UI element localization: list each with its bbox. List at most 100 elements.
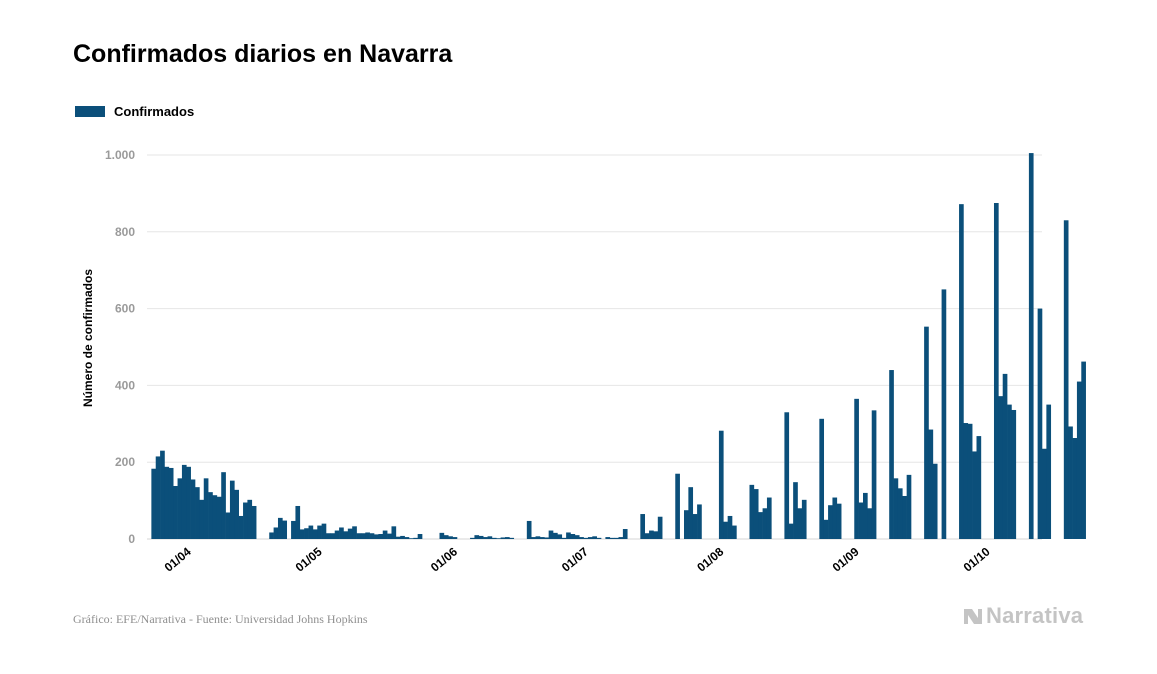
bar <box>832 497 838 539</box>
bar <box>474 535 480 539</box>
y-tick-label: 200 <box>115 455 135 469</box>
bar <box>553 532 558 539</box>
bar <box>893 478 899 539</box>
bar <box>247 499 253 539</box>
bar <box>828 505 833 539</box>
bar <box>653 531 659 539</box>
bar <box>400 535 405 539</box>
bar <box>583 537 589 539</box>
bar <box>299 529 305 539</box>
bar <box>229 480 235 539</box>
bar <box>963 423 969 539</box>
bar <box>1042 448 1047 539</box>
bar <box>640 514 646 539</box>
bar <box>177 478 183 539</box>
bar <box>282 520 288 539</box>
footer-source: Gráfico: EFE/Narrativa - Fuente: Univers… <box>73 612 368 626</box>
bars <box>151 153 1086 539</box>
bar <box>234 489 239 539</box>
bar <box>618 537 624 539</box>
bar <box>897 488 903 539</box>
bar <box>160 450 165 539</box>
bar <box>793 482 798 539</box>
brand-name: Narrativa <box>986 603 1084 628</box>
bar <box>339 527 344 539</box>
bar <box>330 533 336 539</box>
bar <box>557 534 563 539</box>
bar <box>216 496 222 539</box>
bar <box>561 537 567 539</box>
bar <box>343 531 349 539</box>
bar <box>203 478 209 539</box>
bar <box>1028 153 1034 539</box>
bar <box>491 537 497 539</box>
bar <box>225 512 231 539</box>
bar <box>448 536 453 539</box>
bar <box>609 537 615 539</box>
bar <box>967 423 973 539</box>
bar <box>360 533 366 539</box>
bar <box>273 527 279 539</box>
y-tick-label: 400 <box>115 378 135 392</box>
bar <box>352 526 357 539</box>
bar <box>452 537 458 539</box>
x-tick-label: 01/09 <box>830 544 862 574</box>
bar <box>692 514 698 539</box>
bar <box>762 508 768 539</box>
bar <box>766 497 772 539</box>
x-tick-label: 01/08 <box>694 544 726 574</box>
bar <box>863 492 868 539</box>
y-axis-title: Número de confirmados <box>81 269 95 407</box>
x-tick-label: 01/10 <box>961 544 993 574</box>
bar <box>439 532 445 539</box>
bar <box>1046 404 1052 539</box>
bar <box>212 495 218 539</box>
bar <box>788 523 794 539</box>
bar <box>858 502 864 539</box>
bar <box>531 537 536 539</box>
bar <box>579 537 584 539</box>
bar <box>871 410 877 539</box>
bar <box>941 289 947 539</box>
bar <box>727 515 733 539</box>
bar <box>548 530 554 539</box>
bar <box>544 537 549 539</box>
bar <box>505 537 510 539</box>
bar <box>801 499 807 539</box>
bar <box>181 464 187 539</box>
bar <box>675 473 680 539</box>
bar <box>854 398 859 539</box>
bar <box>718 430 724 539</box>
bar <box>819 418 825 539</box>
bar <box>208 492 213 539</box>
bar <box>1081 361 1086 539</box>
x-tick-label: 01/05 <box>293 544 325 574</box>
y-tick-label: 0 <box>128 532 135 546</box>
bar <box>906 474 912 539</box>
bar <box>417 534 423 539</box>
bar <box>243 502 248 539</box>
bar <box>688 487 694 539</box>
bar <box>836 503 842 539</box>
bar <box>596 537 602 539</box>
y-tick-label: 600 <box>115 302 135 316</box>
bar <box>291 520 296 539</box>
bar <box>443 535 449 539</box>
legend-label: Confirmados <box>114 104 195 119</box>
bar <box>574 535 580 539</box>
bar <box>587 537 593 539</box>
bar <box>347 528 353 539</box>
bar <box>749 484 755 539</box>
x-tick-label: 01/06 <box>428 544 460 574</box>
bar <box>1068 426 1073 539</box>
bar <box>326 533 331 539</box>
bar <box>823 519 829 539</box>
bar <box>487 536 493 539</box>
bar <box>356 533 362 539</box>
bar <box>867 508 873 539</box>
bar <box>1002 373 1008 539</box>
bar <box>365 532 370 539</box>
bar <box>478 535 484 539</box>
bar <box>382 530 388 539</box>
